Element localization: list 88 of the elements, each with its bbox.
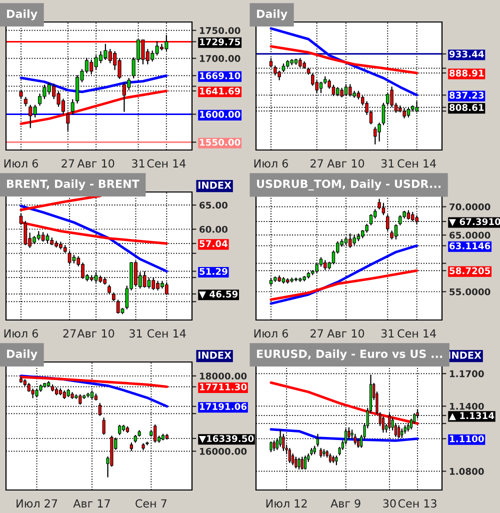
y-tick-label: 933.44 — [449, 50, 484, 58]
x-tick-label: Сен 13 — [398, 499, 436, 508]
y-tick-label: 16000.00 — [200, 448, 247, 455]
x-tick-label: 30 — [383, 499, 396, 508]
x-tick-label: Июл 6 — [254, 329, 288, 338]
y-tick-label: 888.91 — [450, 70, 484, 77]
line-series — [20, 204, 168, 273]
x-tick-label: Сен 14 — [398, 329, 436, 338]
x-tick-label: Июл 6 — [4, 329, 38, 338]
candlestick — [294, 456, 298, 469]
y-tick-label: 1.1100 — [450, 435, 484, 442]
x-tick-label: 31 — [381, 159, 394, 168]
x-tick-label: 27 — [62, 159, 74, 168]
y-tick-label: 1700.00 — [200, 55, 240, 62]
x-tick-label: 27 — [63, 329, 76, 338]
y-tick-label: 1.1400 — [450, 402, 484, 410]
y-tick-label: 60.00 — [200, 226, 228, 233]
x-tick-label: 31 — [130, 329, 142, 338]
candlestick — [70, 99, 74, 115]
candlestick — [374, 126, 377, 145]
line-series — [20, 90, 168, 125]
y-tick-label: 1729.75 — [200, 38, 240, 46]
x-tick-label: Сен 14 — [398, 159, 436, 168]
candlestick — [78, 394, 82, 405]
chart-title: USDRUB_TOM, Daily - USDR... — [257, 179, 440, 190]
y-tick-label: 17191.06 — [200, 403, 247, 410]
y-tick-label: 70.0000 — [450, 203, 490, 210]
y-tick-label: 58.7205 — [450, 267, 490, 274]
x-tick-label: Июл 6 — [254, 159, 288, 168]
x-tick-label: 31 — [381, 329, 394, 338]
x-tick-label: Сен 14 — [147, 329, 186, 338]
line-series — [270, 269, 418, 301]
x-tick-label: Сен 7 — [136, 499, 166, 508]
y-tick-label: 1.1700 — [450, 370, 484, 378]
x-tick-label: Июл 12 — [266, 499, 307, 508]
text: INDEX — [198, 352, 232, 359]
y-tick-label: 1600.00 — [200, 110, 240, 118]
x-tick-label: Сен 14 — [147, 159, 186, 168]
y-tick-label: ▼ 46.59 — [198, 290, 238, 299]
text: INDEX — [198, 182, 232, 189]
y-tick-label: 1550.00 — [200, 138, 240, 146]
line-series — [20, 376, 168, 388]
x-tick-label: Авг 10 — [327, 159, 364, 168]
y-tick-label: ▼ 67.3910 — [448, 218, 500, 226]
y-tick-label: 55.0000 — [450, 288, 490, 296]
x-tick-label: Авг 9 — [330, 499, 360, 508]
y-tick-label: 837.23 — [450, 92, 484, 99]
y-tick-label: 17711.30 — [200, 383, 247, 390]
chart-title: Daily — [257, 9, 288, 20]
x-tick-label: Июл 27 — [16, 499, 58, 508]
x-tick-label: Авг 10 — [327, 329, 364, 338]
y-tick-label: 1750.00 — [200, 27, 240, 34]
y-tick-label: 1.0800 — [450, 468, 484, 475]
candlestick — [279, 429, 282, 447]
candlestick — [270, 441, 272, 452]
y-tick-label: 63.1146 — [450, 242, 490, 250]
x-tick-label: Авг 10 — [77, 159, 114, 168]
x-tick-label: Авг 10 — [77, 329, 114, 338]
y-tick-label: 18000.00 — [200, 372, 247, 380]
chart-title: Daily — [7, 9, 38, 20]
y-tick-label: ▼16339.50 — [198, 435, 254, 444]
candlestick — [118, 424, 122, 436]
y-tick-label: 808.61 — [450, 104, 484, 111]
y-tick-label: ▲ 1.1314 — [448, 412, 494, 420]
y-tick-label: 65.00 — [200, 202, 228, 209]
candlestick — [348, 427, 350, 440]
candlestick — [378, 122, 381, 142]
x-tick-label: Июл 6 — [4, 159, 38, 168]
line-series — [20, 74, 168, 94]
x-tick-label: 27 — [310, 159, 323, 168]
y-tick-label: 65.0000 — [450, 232, 490, 239]
y-tick-label: 1641.69 — [200, 88, 240, 95]
chart-title: BRENT, Daily - BRENT — [7, 179, 140, 190]
y-tick-label: 51.29 — [200, 268, 228, 275]
candlestick — [147, 278, 151, 289]
y-tick-label: 57.04 — [200, 240, 228, 248]
candlestick — [298, 458, 300, 470]
text: INDEX — [448, 352, 482, 359]
x-tick-label: 31 — [132, 159, 144, 168]
line-series — [270, 381, 419, 425]
chart-title: Daily — [7, 349, 38, 360]
chart-title: EURUSD, Daily - Euro vs US ... — [257, 349, 442, 360]
x-tick-label: 27 — [310, 329, 323, 338]
line-series — [270, 45, 418, 74]
candlestick — [102, 418, 106, 435]
line-series — [270, 27, 418, 96]
x-tick-label: Авг 17 — [73, 499, 110, 508]
y-tick-label: 1669.10 — [200, 72, 240, 80]
